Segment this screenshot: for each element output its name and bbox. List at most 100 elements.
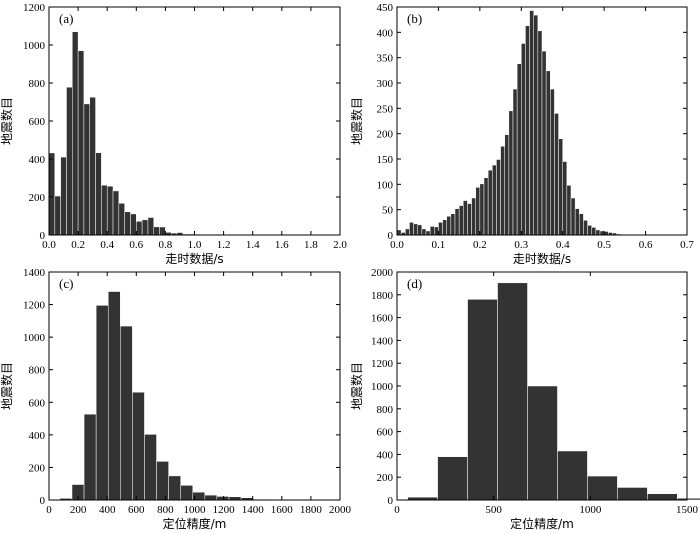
y-tick-label: 1400 (371, 335, 394, 347)
y-tick-label: 400 (29, 430, 46, 442)
histogram-bar (587, 225, 592, 236)
histogram-bar (409, 222, 414, 236)
y-tick-label: 50 (382, 205, 394, 217)
x-tick-label: 2000 (329, 504, 352, 516)
histogram-bar (66, 86, 73, 236)
histogram-bar (95, 152, 102, 236)
x-tick-label: 500 (485, 504, 502, 516)
histogram-bar (425, 230, 431, 236)
y-tick-label: 600 (29, 397, 46, 409)
histogram-bar (180, 485, 194, 501)
histogram-bar (554, 113, 559, 236)
histogram-bar (136, 221, 143, 236)
histogram-bar (647, 493, 678, 501)
panel-label-d: (d) (407, 276, 422, 291)
x-tick-label: 1000 (579, 504, 602, 516)
histogram-bar (396, 229, 402, 236)
x-tick-label: 1500 (676, 504, 699, 516)
y-tick-label: 1200 (23, 300, 46, 312)
panel-label-c: (c) (59, 276, 73, 291)
histogram-bar (216, 496, 230, 501)
x-axis-label: 定位精度/m (510, 516, 574, 531)
y-tick-label: 1400 (23, 267, 46, 279)
y-tick-label: 250 (377, 103, 394, 115)
histogram-bar (558, 138, 563, 236)
x-tick-label: 0.5 (597, 239, 611, 251)
histogram-bar (450, 213, 456, 236)
histogram-bar (497, 282, 528, 501)
x-axis-label: 定位精度/m (163, 516, 227, 531)
y-tick-label: 2000 (371, 267, 394, 279)
histogram-bar (106, 185, 114, 236)
y-tick-label: 0 (40, 230, 46, 242)
histogram-panel-a: 0.0 0.2 0.4 0.6 0.8 1.0 1.2 1.4 1.6 1.8 2.0 0 200 400… (0, 2, 347, 266)
x-tick-label: 0.2 (473, 239, 487, 251)
histogram-bar (120, 325, 133, 501)
x-tick-label: 1.8 (304, 239, 318, 251)
histogram-bar (504, 134, 510, 236)
y-tick-label: 1000 (23, 332, 46, 344)
histogram-bar (574, 208, 580, 236)
x-tick-label: 1000 (184, 504, 207, 516)
histogram-bar (475, 187, 481, 236)
histogram-bar (496, 159, 501, 236)
histogram-bar (521, 43, 526, 236)
y-axis-label: 地震数目 (0, 97, 14, 145)
x-tick-label: 600 (128, 504, 145, 516)
histogram-bar (537, 30, 543, 236)
y-axis-label: 地震数目 (349, 97, 364, 145)
x-tick-label: 0.8 (159, 239, 173, 251)
histogram-bar (130, 213, 137, 236)
histogram-bar (617, 487, 648, 501)
histogram-bar (487, 169, 493, 236)
y-tick-label: 600 (377, 427, 394, 439)
histogram-bar (89, 97, 96, 236)
histogram-bar (118, 203, 125, 236)
histogram-bar (141, 219, 149, 236)
histogram-bar (467, 299, 498, 501)
histogram-bar (463, 200, 468, 236)
histogram-bar (72, 31, 79, 236)
histogram-bar (550, 88, 555, 236)
histogram-bar (467, 203, 472, 236)
histogram-bar (483, 177, 489, 236)
histogram-bar (541, 50, 547, 236)
x-tick-label: 1.4 (246, 239, 260, 251)
x-tick-label: 400 (99, 504, 116, 516)
histogram-bar (147, 217, 155, 236)
x-tick-label: 1.6 (275, 239, 289, 251)
y-tick-label: 200 (377, 472, 394, 484)
histogram-bar (599, 230, 605, 236)
histogram-bar (587, 475, 618, 501)
y-tick-label: 800 (377, 404, 394, 416)
x-tick-label: 0.6 (129, 239, 143, 251)
histogram-bar (132, 391, 145, 501)
histogram-bar (434, 226, 439, 236)
y-tick-label: 1800 (371, 290, 394, 302)
x-tick-label: 0.0 (390, 239, 404, 251)
histogram-bar (83, 413, 97, 501)
histogram-bar (48, 152, 56, 236)
histogram-bar (437, 456, 468, 501)
y-tick-label: 1000 (371, 381, 394, 393)
y-axis-label: 地震数目 (0, 362, 14, 410)
x-tick-label: 0.1 (432, 239, 446, 251)
x-tick-label: 1.2 (217, 239, 231, 251)
histogram-bar (417, 224, 423, 236)
x-tick-label: 0.4 (100, 239, 114, 251)
histogram-bar (595, 229, 601, 236)
histogram-bar (421, 228, 427, 236)
histogram-bar (492, 164, 497, 236)
x-tick-label: 1400 (242, 504, 265, 516)
y-tick-label: 0 (40, 495, 46, 507)
x-tick-label: 0 (46, 504, 52, 516)
histogram-bar (479, 183, 485, 236)
histogram-bar (60, 156, 67, 236)
x-tick-label: 0.2 (71, 239, 85, 251)
histogram-bar (529, 10, 534, 236)
histogram-bar (168, 475, 181, 501)
x-tick-label: 0.7 (680, 239, 694, 251)
x-tick-label: 1800 (300, 504, 323, 516)
y-tick-label: 150 (377, 154, 394, 166)
